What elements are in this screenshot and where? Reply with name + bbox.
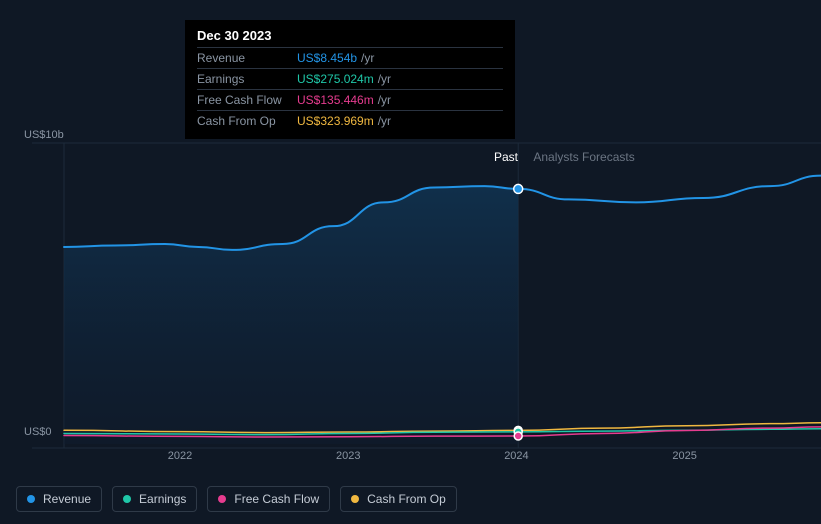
tooltip-unit: /yr — [378, 114, 391, 128]
toggle-forecast[interactable]: Analysts Forecasts — [533, 150, 634, 164]
legend-item-free-cash-flow[interactable]: Free Cash Flow — [207, 486, 330, 512]
tooltip-label: Cash From Op — [197, 114, 297, 128]
tooltip-value: US$8.454b — [297, 51, 357, 65]
legend-label: Earnings — [139, 492, 186, 506]
tooltip-value: US$323.969m — [297, 114, 374, 128]
tooltip-value: US$135.446m — [297, 93, 374, 107]
legend-label: Cash From Op — [367, 492, 446, 506]
tooltip-label: Free Cash Flow — [197, 93, 297, 107]
x-axis-label: 2022 — [168, 450, 192, 462]
y-axis-label: US$10b — [24, 129, 64, 141]
tooltip-row: EarningsUS$275.024m/yr — [197, 68, 503, 89]
toggle-past[interactable]: Past — [494, 150, 518, 164]
x-axis-label: 2024 — [504, 450, 528, 462]
legend-item-cash-from-op[interactable]: Cash From Op — [340, 486, 457, 512]
tooltip-label: Earnings — [197, 72, 297, 86]
chart-tooltip: Dec 30 2023 RevenueUS$8.454b/yrEarningsU… — [185, 20, 515, 139]
y-axis-label: US$0 — [24, 426, 52, 438]
legend-dot-icon — [123, 495, 131, 503]
chart-legend: Revenue Earnings Free Cash Flow Cash From O… — [16, 486, 457, 512]
tooltip-label: Revenue — [197, 51, 297, 65]
legend-dot-icon — [218, 495, 226, 503]
tooltip-row: Free Cash FlowUS$135.446m/yr — [197, 89, 503, 110]
x-axis-label: 2023 — [336, 450, 360, 462]
legend-label: Free Cash Flow — [234, 492, 319, 506]
tooltip-unit: /yr — [378, 72, 391, 86]
legend-dot-icon — [351, 495, 359, 503]
x-axis-label: 2025 — [672, 450, 696, 462]
tooltip-value: US$275.024m — [297, 72, 374, 86]
legend-dot-icon — [27, 495, 35, 503]
legend-item-earnings[interactable]: Earnings — [112, 486, 197, 512]
legend-item-revenue[interactable]: Revenue — [16, 486, 102, 512]
tooltip-row: RevenueUS$8.454b/yr — [197, 47, 503, 68]
legend-label: Revenue — [43, 492, 91, 506]
tooltip-row: Cash From OpUS$323.969m/yr — [197, 110, 503, 131]
period-toggle: Past Analysts Forecasts — [494, 150, 635, 164]
tooltip-unit: /yr — [361, 51, 374, 65]
tooltip-date: Dec 30 2023 — [197, 28, 503, 43]
tooltip-unit: /yr — [378, 93, 391, 107]
